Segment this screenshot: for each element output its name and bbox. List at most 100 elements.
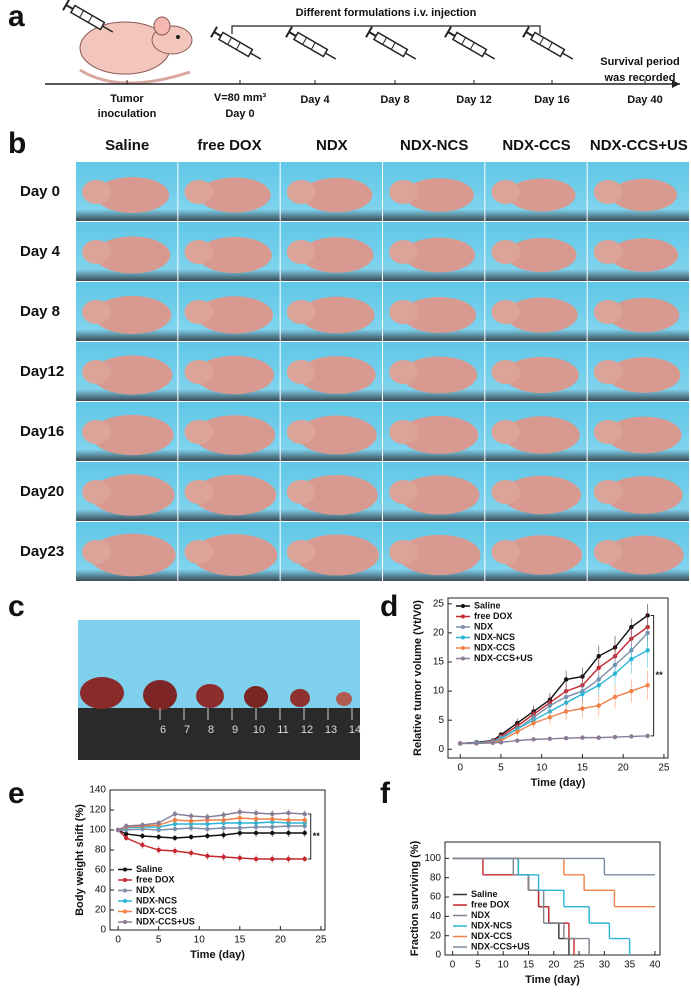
legend-marker	[123, 867, 127, 872]
data-point	[547, 715, 553, 720]
data-point	[253, 830, 259, 836]
data-point	[124, 831, 129, 837]
data-point	[237, 809, 243, 815]
series-line	[117, 829, 305, 839]
legend-label: NDX-CCS+US	[136, 916, 195, 926]
y-axis-label: Fraction surviving (%)	[409, 840, 421, 956]
timeline-day: Day 8	[380, 94, 409, 106]
mouse-head	[286, 240, 316, 264]
series-line	[117, 829, 305, 860]
mouse-head	[593, 540, 623, 564]
mouse-head	[184, 180, 214, 204]
significance-bracket	[650, 614, 655, 737]
data-point	[237, 820, 243, 826]
data-point	[302, 817, 307, 823]
x-tick-label: 10	[498, 960, 510, 971]
data-point	[156, 847, 161, 853]
mouse-head	[593, 240, 623, 264]
data-point	[580, 735, 585, 740]
y-tick-label: 40	[430, 911, 442, 922]
mouse-body	[400, 415, 479, 455]
mouse-body	[89, 474, 175, 516]
y-tick-label: 120	[89, 805, 106, 816]
x-tick-label: 0	[450, 960, 456, 971]
mouse-head	[389, 180, 418, 204]
data-point	[286, 830, 291, 836]
ruler-number: 12	[301, 724, 313, 736]
legend-label: Saline	[471, 889, 498, 899]
data-point	[490, 740, 496, 746]
data-point	[237, 815, 243, 821]
banner-text: Different formulations i.v. injection	[296, 7, 477, 19]
mouse-head	[491, 480, 521, 504]
data-point	[124, 823, 129, 829]
x-tick-label: 5	[498, 763, 504, 774]
mouse-head	[82, 180, 111, 204]
data-point	[515, 729, 520, 735]
data-point	[629, 656, 634, 662]
data-point	[286, 817, 291, 823]
mouse-head	[389, 300, 418, 324]
mouse-head	[389, 480, 418, 504]
mouse-photo	[485, 462, 587, 521]
ruler-number: 11	[277, 724, 288, 736]
y-tick-label: 40	[95, 885, 107, 896]
mouse-body	[609, 238, 679, 272]
timeline-day: Day 40	[627, 94, 662, 106]
data-point	[205, 814, 210, 820]
legend-label: free DOX	[136, 874, 175, 884]
legend-marker	[123, 888, 127, 893]
mouse-photo	[178, 342, 280, 401]
mouse-head	[184, 480, 214, 504]
significance-label: **	[656, 670, 664, 680]
mouse-body	[401, 356, 478, 394]
legend-label: Saline	[474, 600, 501, 610]
y-tick-label: 140	[89, 785, 106, 796]
mouse-photo	[587, 522, 689, 581]
mouse-photo	[76, 342, 178, 401]
mouse-head	[184, 240, 214, 264]
mouse-body	[88, 533, 176, 577]
legend-label: NDX-NCS	[136, 895, 177, 905]
mouse-photo	[485, 162, 587, 221]
data-point	[596, 683, 601, 688]
data-point	[612, 734, 618, 740]
data-point	[286, 856, 291, 862]
data-point	[221, 854, 226, 860]
significance-bracket	[307, 813, 312, 860]
data-point	[302, 830, 307, 836]
data-point	[302, 856, 307, 862]
ruler-number: 10	[253, 724, 265, 736]
legend-label: NDX	[136, 885, 155, 895]
data-point	[596, 665, 601, 671]
data-point	[645, 683, 650, 688]
x-axis-label: Time (day)	[525, 974, 580, 986]
mouse-photo	[485, 342, 587, 401]
mouse-body	[192, 474, 277, 516]
data-point	[156, 820, 161, 826]
mouse-photo	[587, 282, 689, 341]
mouse-photo	[587, 342, 689, 401]
mouse-head	[82, 420, 111, 444]
data-point	[172, 835, 178, 841]
data-point	[188, 850, 194, 856]
data-point	[156, 834, 161, 840]
mouse-photo	[383, 522, 485, 581]
mouse-head	[593, 300, 623, 324]
mouse-photo	[587, 162, 689, 221]
y-tick-label: 15	[433, 657, 445, 668]
data-point	[563, 677, 569, 682]
data-point	[253, 856, 259, 862]
data-point	[563, 709, 569, 714]
ruler-number: 9	[232, 724, 238, 736]
significance-label: **	[313, 831, 321, 841]
data-point	[221, 832, 226, 838]
data-point	[270, 816, 275, 822]
data-point	[124, 835, 129, 841]
mouse-head	[389, 240, 418, 264]
ruler-number: 13	[325, 724, 337, 736]
y-tick-label: 10	[433, 686, 445, 697]
data-point	[253, 810, 259, 816]
syringes	[210, 25, 577, 66]
x-tick-label: 15	[523, 960, 535, 971]
